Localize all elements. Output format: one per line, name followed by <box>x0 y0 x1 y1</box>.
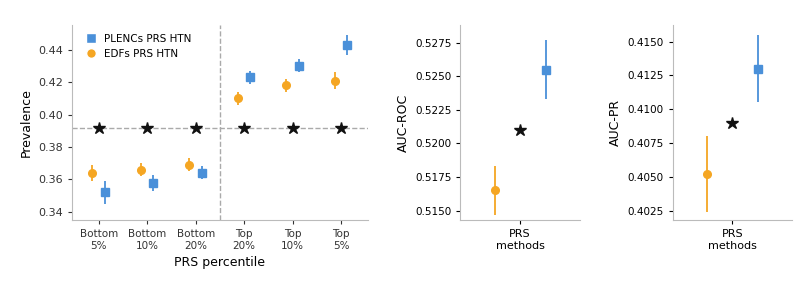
Legend: PLENCs PRS HTN, EDFs PRS HTN: PLENCs PRS HTN, EDFs PRS HTN <box>78 30 194 62</box>
Y-axis label: Prevalence: Prevalence <box>19 88 33 157</box>
Y-axis label: AUC-ROC: AUC-ROC <box>397 94 410 152</box>
X-axis label: PRS percentile: PRS percentile <box>174 256 266 269</box>
Y-axis label: AUC-PR: AUC-PR <box>609 99 622 146</box>
